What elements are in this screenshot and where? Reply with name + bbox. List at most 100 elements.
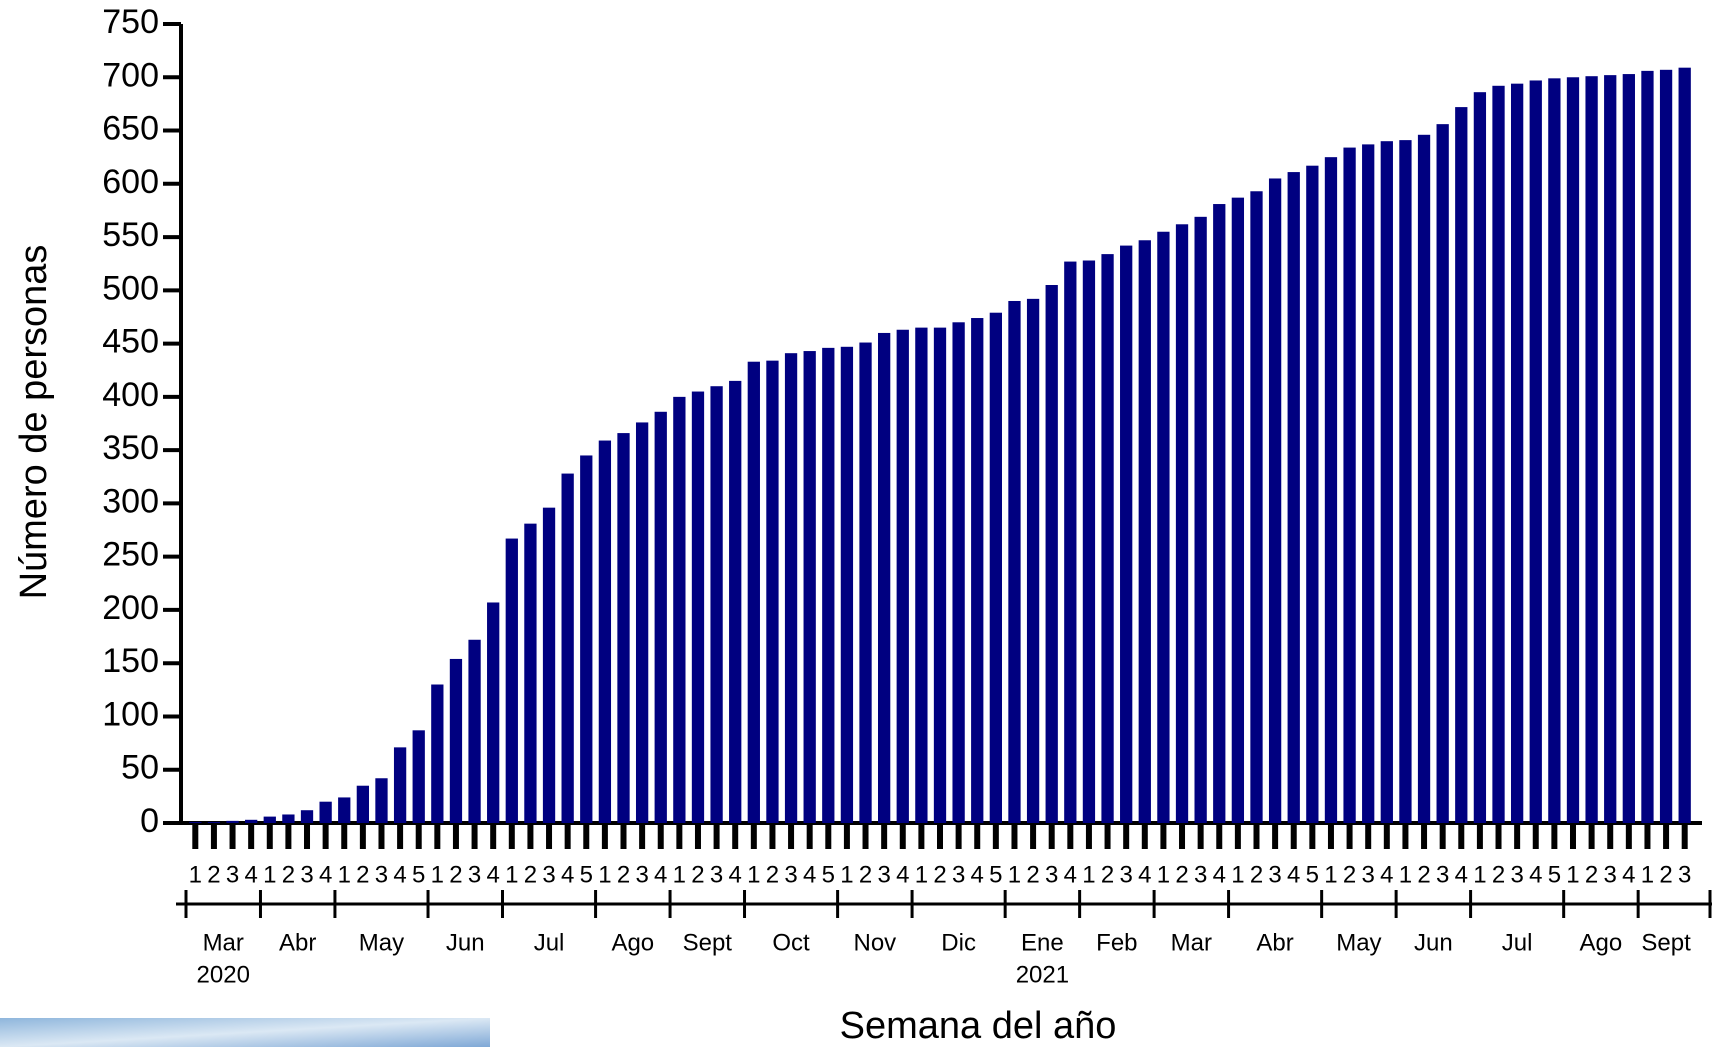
bar <box>506 539 518 823</box>
x-tick <box>993 825 999 849</box>
x-tick <box>825 825 831 849</box>
x-tick <box>1570 825 1576 849</box>
x-tick-label: 4 <box>1529 861 1542 888</box>
x-tick-label: 1 <box>598 861 611 888</box>
bar <box>1343 148 1355 823</box>
bar <box>1474 92 1486 823</box>
bar <box>1492 86 1504 823</box>
x-tick-label: 2 <box>766 861 779 888</box>
month-label: Jun <box>1414 929 1453 956</box>
bar <box>692 392 704 823</box>
x-tick-label: 2 <box>691 861 704 888</box>
y-tick-label: 200 <box>102 589 159 627</box>
bar <box>282 814 294 823</box>
month-label: Abr <box>1256 929 1293 956</box>
y-tick-label: 700 <box>102 56 159 94</box>
x-tick-label: 3 <box>877 861 890 888</box>
x-tick-label: 3 <box>1436 861 1449 888</box>
x-tick <box>453 825 459 849</box>
bar <box>413 730 425 823</box>
x-tick <box>676 825 682 849</box>
x-tick-label: 3 <box>1268 861 1281 888</box>
x-tick <box>602 825 608 849</box>
x-tick <box>1347 825 1353 849</box>
month-label: Ene <box>1021 929 1064 956</box>
x-tick <box>1123 825 1129 849</box>
x-tick-label: 4 <box>654 861 667 888</box>
bar <box>617 433 629 823</box>
x-tick-label: 3 <box>952 861 965 888</box>
x-tick-label: 4 <box>971 861 984 888</box>
y-tick-label: 250 <box>102 536 159 574</box>
x-tick <box>1626 825 1632 849</box>
y-tick-label: 350 <box>102 429 159 467</box>
bar <box>1046 285 1058 823</box>
y-axis-title: Número de personas <box>13 245 55 600</box>
x-tick-label: 1 <box>1231 861 1244 888</box>
bar <box>245 820 257 823</box>
bar <box>952 322 964 823</box>
x-tick-label: 3 <box>1362 861 1375 888</box>
x-tick-label: 1 <box>1641 861 1654 888</box>
x-tick-label: 4 <box>896 861 909 888</box>
x-tick <box>1142 825 1148 849</box>
x-tick <box>974 825 980 849</box>
x-tick <box>956 825 962 849</box>
x-tick-label: 3 <box>1510 861 1523 888</box>
x-tick-label: 2 <box>1101 861 1114 888</box>
x-tick-label: 2 <box>933 861 946 888</box>
x-tick <box>844 825 850 849</box>
month-label: Ago <box>611 929 654 956</box>
x-tick-label: 1 <box>431 861 444 888</box>
x-tick <box>1160 825 1166 849</box>
x-tick <box>565 825 571 849</box>
bar <box>1250 191 1262 823</box>
month-label: Ago <box>1580 929 1623 956</box>
x-tick-label: 5 <box>1548 861 1561 888</box>
bar <box>878 333 890 823</box>
x-tick <box>1198 825 1204 849</box>
x-tick <box>1253 825 1259 849</box>
x-tick <box>1458 825 1464 849</box>
bar <box>1362 144 1374 823</box>
x-tick-label: 1 <box>840 861 853 888</box>
x-tick <box>341 825 347 849</box>
x-tick-label: 4 <box>1213 861 1226 888</box>
x-tick-label: 1 <box>189 861 202 888</box>
bar <box>189 822 201 823</box>
x-tick-label: 1 <box>505 861 518 888</box>
bar <box>1548 78 1560 823</box>
x-tick <box>1365 825 1371 849</box>
x-tick <box>1496 825 1502 849</box>
x-tick-label: 2 <box>1175 861 1188 888</box>
bar <box>1399 140 1411 823</box>
x-tick-label: 4 <box>1622 861 1635 888</box>
x-tick-label: 2 <box>1343 861 1356 888</box>
month-label: Jul <box>534 929 565 956</box>
x-tick-label: 2 <box>282 861 295 888</box>
x-tick <box>434 825 440 849</box>
bar <box>1660 70 1672 823</box>
bar <box>1288 172 1300 823</box>
x-tick <box>1477 825 1483 849</box>
x-tick <box>1514 825 1520 849</box>
x-tick-label: 4 <box>561 861 574 888</box>
month-label: Abr <box>279 929 316 956</box>
x-tick-label: 1 <box>915 861 928 888</box>
bar <box>264 817 276 823</box>
bar <box>729 381 741 823</box>
bar <box>450 659 462 823</box>
y-tick-label: 750 <box>102 3 159 41</box>
x-tick <box>769 825 775 849</box>
bar <box>636 422 648 823</box>
month-label: Nov <box>853 929 896 956</box>
month-label: Jun <box>446 929 485 956</box>
x-tick-label: 5 <box>822 861 835 888</box>
month-label: May <box>359 929 404 956</box>
bar <box>1641 71 1653 823</box>
bar <box>338 797 350 823</box>
x-tick <box>1551 825 1557 849</box>
bar <box>655 412 667 823</box>
x-tick <box>658 825 664 849</box>
bar <box>1306 166 1318 823</box>
